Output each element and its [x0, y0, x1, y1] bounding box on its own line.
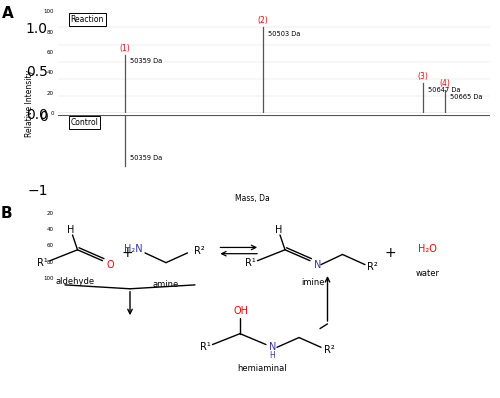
- Text: 80: 80: [47, 260, 54, 265]
- Text: hemiaminal: hemiaminal: [238, 364, 288, 373]
- Text: 60: 60: [47, 244, 54, 248]
- Text: aldehyde: aldehyde: [56, 277, 94, 286]
- Text: (1): (1): [119, 44, 130, 53]
- Text: Relative Intensity: Relative Intensity: [26, 70, 35, 137]
- Text: N: N: [314, 259, 321, 269]
- Text: 20: 20: [47, 91, 54, 96]
- Text: 40: 40: [47, 227, 54, 232]
- Text: 50647 Da: 50647 Da: [428, 87, 460, 93]
- Text: (2): (2): [258, 16, 268, 25]
- Text: R¹: R¹: [244, 258, 256, 268]
- Text: 50359 Da: 50359 Da: [130, 59, 162, 64]
- Text: 20: 20: [47, 211, 54, 216]
- Text: N: N: [269, 342, 276, 352]
- Text: 60: 60: [47, 50, 54, 55]
- Text: B: B: [1, 206, 12, 221]
- Text: H: H: [275, 224, 282, 234]
- Text: R²: R²: [324, 345, 334, 355]
- Text: (4): (4): [439, 79, 450, 88]
- Text: imine: imine: [301, 278, 324, 287]
- Text: 50359 Da: 50359 Da: [130, 155, 162, 162]
- Text: 50503 Da: 50503 Da: [268, 31, 300, 37]
- Text: H₂O: H₂O: [418, 244, 437, 254]
- Text: R²: R²: [367, 262, 378, 272]
- Text: O: O: [106, 259, 114, 269]
- Text: 100: 100: [44, 10, 54, 14]
- Text: 50665 Da: 50665 Da: [450, 94, 482, 100]
- Text: H: H: [68, 224, 74, 234]
- Text: Control: Control: [70, 118, 99, 127]
- Text: H: H: [270, 351, 276, 360]
- Text: water: water: [416, 269, 440, 278]
- Text: 80: 80: [47, 30, 54, 35]
- Text: OH: OH: [234, 306, 248, 316]
- Text: (3): (3): [418, 72, 428, 81]
- Text: 0: 0: [50, 111, 54, 116]
- Text: +: +: [122, 246, 134, 260]
- Text: H₂N: H₂N: [124, 244, 142, 254]
- Text: +: +: [384, 246, 396, 260]
- Text: amine: amine: [153, 280, 179, 289]
- Text: Mass, Da: Mass, Da: [235, 193, 270, 203]
- Text: R¹: R¹: [200, 342, 210, 352]
- Text: Reaction: Reaction: [70, 15, 104, 24]
- Text: R²: R²: [194, 246, 205, 256]
- Text: A: A: [2, 6, 13, 21]
- Text: 100: 100: [44, 276, 54, 281]
- Text: 40: 40: [47, 70, 54, 75]
- Text: R¹: R¹: [37, 258, 48, 268]
